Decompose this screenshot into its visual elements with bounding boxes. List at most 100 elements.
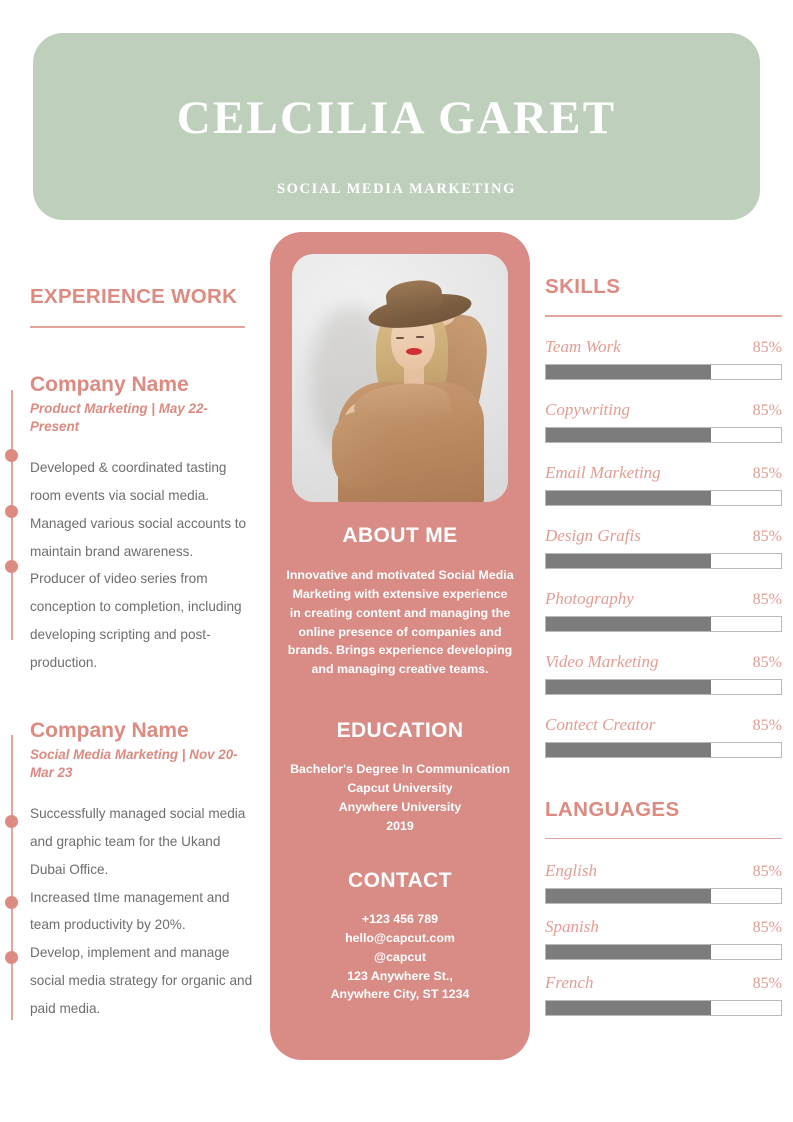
skill-bar-track	[545, 426, 782, 443]
company-name: Company Name	[30, 719, 189, 742]
header-banner: CELCILIA GARET SOCIAL MEDIA MARKETING	[33, 33, 760, 220]
bullet-line: Developed & coordinated tasting	[30, 459, 227, 475]
language-bar-track	[545, 888, 782, 905]
contact-phone[interactable]: +123 456 789	[361, 912, 439, 926]
bullet-line: paid media.	[30, 1001, 101, 1016]
skill-label: Photography	[545, 588, 634, 608]
bullet-line: Producer of video series from	[30, 571, 208, 587]
timeline-dot	[5, 815, 18, 828]
timeline-line	[11, 735, 13, 1020]
experience-column: EXPERIENCE WORK Company Name Product Mar…	[0, 275, 262, 1045]
education-line: Capcut University	[347, 780, 453, 795]
language-bar-fill	[546, 889, 711, 904]
profile-panel: ABOUT ME Innovative and motivated Social…	[270, 232, 530, 1060]
skill-label: Contect Creator	[545, 714, 656, 734]
skill-bar-track	[545, 489, 782, 506]
section-divider	[545, 837, 782, 840]
skill-label: Email Marketing	[545, 462, 661, 482]
skill-percent: 85%	[752, 653, 782, 671]
skill-row: Contect Creator 85%	[545, 715, 782, 758]
avatar	[292, 254, 508, 502]
education-section: EDUCATION Bachelor's Degree In Communica…	[286, 719, 514, 835]
skill-row: Email Marketing 85%	[545, 463, 782, 506]
job-meta: Product Marketing | May 22-Present	[30, 401, 208, 434]
section-title-contact: CONTACT	[348, 869, 452, 892]
section-title-experience: EXPERIENCE WORK	[30, 285, 238, 308]
skill-row: Video Marketing 85%	[545, 652, 782, 695]
header-subtitle: SOCIAL MEDIA MARKETING	[276, 181, 517, 197]
experience-entry: Company Name Product Marketing | May 22-…	[30, 373, 255, 677]
skill-row: Team Work 85%	[545, 337, 782, 380]
timeline-dot	[5, 505, 18, 518]
photo-arm-left	[332, 412, 394, 490]
skill-label: Team Work	[545, 336, 621, 356]
skill-percent: 85%	[752, 716, 782, 734]
skill-label: Copywriting	[545, 399, 631, 419]
skill-row: Photography 85%	[545, 589, 782, 632]
skill-row: Copywriting 85%	[545, 400, 782, 443]
language-percent: 85%	[752, 919, 782, 937]
contact-handle[interactable]: @capcut	[373, 949, 427, 964]
language-label: French	[545, 973, 594, 993]
section-divider	[545, 315, 782, 317]
skill-percent: 85%	[752, 464, 782, 482]
language-bar-track	[545, 944, 782, 961]
experience-heading-block: EXPERIENCE WORK	[30, 285, 245, 328]
skill-percent: 85%	[752, 527, 782, 545]
section-title-skills: SKILLS	[545, 275, 621, 298]
skill-label: Design Grafis	[545, 525, 641, 545]
job-bullets: Successfully managed social media and gr…	[30, 800, 255, 1023]
timeline-dot	[5, 560, 18, 573]
bullet-line: Develop, implement and manage	[30, 945, 230, 961]
skill-bar-fill	[546, 616, 711, 631]
timeline-dot	[5, 951, 18, 964]
bullet-line: Dubai Office.	[30, 861, 109, 877]
language-percent: 85%	[752, 863, 782, 881]
contact-email[interactable]: hello@capcut.com	[345, 930, 455, 945]
skill-bar-track	[545, 363, 782, 380]
skill-bar-track	[545, 552, 782, 569]
skill-bar-fill	[546, 679, 711, 694]
language-row: French 85%	[545, 973, 782, 1017]
section-title-education: EDUCATION	[336, 719, 464, 742]
skill-bar-track	[545, 741, 782, 758]
bullet-line: maintain brand awareness.	[30, 543, 194, 559]
education-line: Anywhere University	[338, 799, 462, 814]
timeline-dot	[5, 896, 18, 909]
skill-percent: 85%	[752, 590, 782, 608]
language-row: Spanish 85%	[545, 917, 782, 961]
contact-section: CONTACT +123 456 789 hello@capcut.com @c…	[286, 869, 514, 1004]
contact-lines: +123 456 789 hello@capcut.com @capcut 12…	[286, 910, 514, 1004]
languages-section: LANGUAGES English 85% Spanish 85%	[545, 798, 782, 1017]
skill-bar-track	[545, 678, 782, 695]
section-divider	[30, 326, 245, 328]
language-bar-fill	[546, 1001, 711, 1016]
company-name: Company Name	[30, 373, 189, 396]
bullet-line: and graphic team for the Ukand	[30, 833, 221, 849]
bullet-line: Increased tIme management and	[30, 889, 230, 905]
experience-entry: Company Name Social Media Marketing | No…	[30, 719, 255, 1023]
bullet-line: team productivity by 20%.	[30, 917, 186, 933]
skills-section: SKILLS Team Work 85% Copywriting 85%	[545, 275, 782, 758]
skills-column: SKILLS Team Work 85% Copywriting 85%	[545, 275, 782, 1017]
contact-address-line-1: 123 Anywhere St.,	[347, 968, 453, 983]
language-label: English	[545, 861, 597, 881]
about-text: Innovative and motivated Social Media Ma…	[286, 568, 514, 677]
page-title: CELCILIA GARET	[176, 92, 617, 144]
skill-label: Video Marketing	[545, 651, 659, 671]
language-percent: 85%	[752, 975, 782, 993]
section-title-about: ABOUT ME	[342, 524, 458, 547]
bullet-line: room events via social media.	[30, 487, 210, 503]
language-label: Spanish	[545, 917, 599, 937]
contact-address-line-2: Anywhere City, ST 1234	[330, 987, 470, 1002]
skill-bar-track	[545, 615, 782, 632]
skill-percent: 85%	[752, 401, 782, 419]
skill-bar-fill	[546, 553, 711, 568]
photo-eye	[416, 336, 424, 339]
education-line: Bachelor's Degree In Communication	[290, 762, 510, 776]
job-meta: Social Media Marketing | Nov 20-Mar 23	[30, 747, 238, 780]
education-lines: Bachelor's Degree In Communication Capcu…	[286, 760, 514, 835]
skill-row: Design Grafis 85%	[545, 526, 782, 569]
timeline-dot	[5, 449, 18, 462]
